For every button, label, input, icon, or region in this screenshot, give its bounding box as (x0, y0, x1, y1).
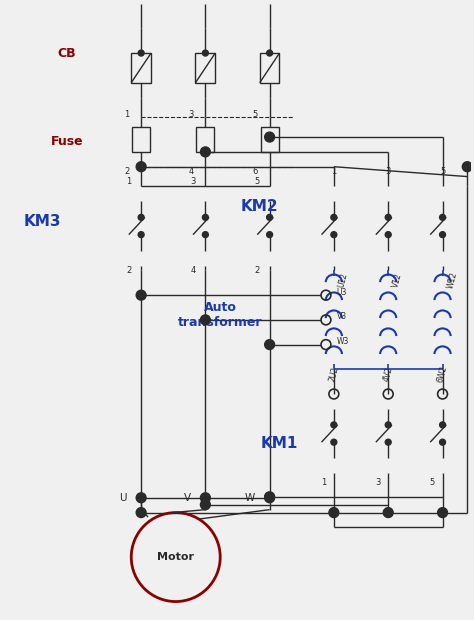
Text: 4: 4 (188, 167, 193, 176)
Text: 3: 3 (375, 479, 380, 487)
Circle shape (267, 50, 273, 56)
Bar (260, 53, 280, 82)
Text: W3: W3 (337, 337, 349, 346)
Text: 4V2: 4V2 (382, 366, 394, 383)
Circle shape (136, 508, 146, 518)
Circle shape (267, 215, 273, 220)
Circle shape (439, 439, 446, 445)
Circle shape (136, 493, 146, 503)
Text: W12: W12 (446, 271, 459, 290)
Bar (132, 127, 150, 152)
Text: U12: U12 (337, 272, 349, 289)
Circle shape (385, 215, 391, 220)
Circle shape (201, 493, 210, 503)
Circle shape (438, 508, 447, 518)
Circle shape (331, 232, 337, 237)
Circle shape (439, 215, 446, 220)
Circle shape (385, 232, 391, 237)
Text: 2: 2 (124, 167, 129, 176)
Circle shape (201, 147, 210, 157)
Text: Motor: Motor (157, 552, 194, 562)
Circle shape (462, 162, 472, 172)
Circle shape (331, 215, 337, 220)
Text: 5: 5 (429, 479, 435, 487)
Text: Auto
transformer: Auto transformer (178, 301, 263, 329)
Circle shape (264, 340, 274, 350)
Text: 1: 1 (331, 167, 337, 176)
Circle shape (331, 439, 337, 445)
Bar (131, 53, 151, 82)
Text: 1: 1 (126, 177, 131, 186)
Circle shape (383, 508, 393, 518)
Circle shape (201, 315, 210, 325)
Circle shape (264, 492, 274, 502)
Circle shape (202, 232, 209, 237)
Text: 6W2: 6W2 (436, 365, 449, 384)
Text: 2: 2 (126, 266, 131, 275)
Bar (261, 127, 279, 152)
Text: KM3: KM3 (24, 213, 61, 229)
Text: V3: V3 (337, 312, 347, 321)
Text: U3: U3 (337, 288, 347, 297)
Text: KM1: KM1 (261, 436, 298, 451)
Circle shape (329, 508, 339, 518)
Circle shape (264, 493, 274, 503)
Circle shape (138, 232, 144, 237)
Text: 3: 3 (190, 177, 195, 186)
Text: CB: CB (58, 46, 76, 60)
Text: 5: 5 (255, 177, 260, 186)
Circle shape (385, 439, 391, 445)
Circle shape (136, 162, 146, 172)
Text: Fuse: Fuse (51, 136, 83, 149)
Text: 6: 6 (252, 167, 258, 176)
Text: V: V (183, 493, 191, 503)
Circle shape (136, 290, 146, 300)
Circle shape (331, 422, 337, 428)
Circle shape (138, 215, 144, 220)
Text: 1: 1 (124, 110, 129, 119)
Text: 2: 2 (255, 266, 260, 275)
Text: 3: 3 (188, 110, 193, 119)
Circle shape (264, 132, 274, 142)
Text: U: U (119, 493, 126, 503)
Circle shape (267, 232, 273, 237)
Circle shape (439, 422, 446, 428)
Circle shape (439, 232, 446, 237)
Circle shape (138, 50, 144, 56)
Circle shape (202, 215, 209, 220)
Text: 4: 4 (190, 266, 195, 275)
Text: V12: V12 (391, 272, 404, 289)
Circle shape (385, 422, 391, 428)
Text: KM2: KM2 (241, 199, 279, 214)
Bar (195, 53, 215, 82)
Text: 1: 1 (321, 479, 326, 487)
Text: 5: 5 (440, 167, 445, 176)
Text: 3: 3 (385, 167, 391, 176)
Text: 5: 5 (253, 110, 258, 119)
Text: 2U2: 2U2 (328, 366, 340, 383)
Circle shape (202, 50, 209, 56)
Bar (197, 127, 214, 152)
Text: W: W (245, 493, 255, 503)
Circle shape (201, 500, 210, 510)
